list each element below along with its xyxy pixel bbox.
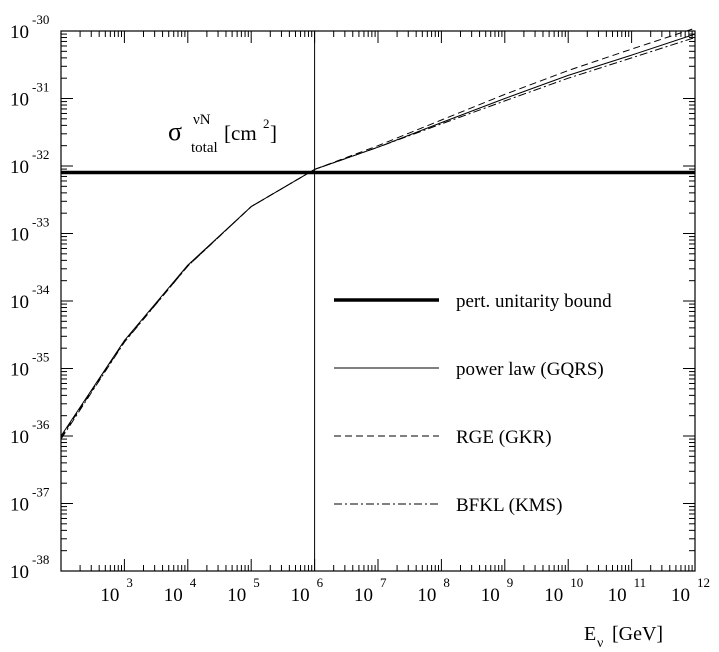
data-curves <box>60 27 696 571</box>
x-axis-label-symbol: E <box>584 623 596 645</box>
chart-title-unit-superscript: 2 <box>263 116 270 131</box>
legend-label-4: BFKL (KMS) <box>456 495 562 516</box>
y-tick-label: 10 <box>10 427 29 448</box>
y-tick-label: 10 <box>10 360 29 381</box>
y-tick-label: 10 <box>10 495 29 516</box>
x-tick-label: 10 <box>608 585 627 606</box>
chart-title-superscript: νN <box>193 112 211 128</box>
y-tick-label: 10 <box>10 225 29 246</box>
x-tick-label: 10 <box>671 585 690 606</box>
x-tick-label: 10 <box>100 585 119 606</box>
series-line-4 <box>60 37 696 440</box>
chart-title-symbol: σ <box>168 117 182 146</box>
x-tick-label: 10 <box>164 585 183 606</box>
chart-title-subscript: total <box>191 140 218 156</box>
x-tick-label-exponent: 4 <box>190 575 197 590</box>
y-tick-label-exponent: -37 <box>32 485 50 500</box>
x-tick-label-exponent: 11 <box>634 575 647 590</box>
legend-label-2: power law (GQRS) <box>456 359 604 380</box>
legend-label-1: pert. unitarity bound <box>456 291 612 312</box>
plot-frame <box>60 30 696 572</box>
x-tick-label-exponent: 9 <box>507 575 514 590</box>
series-line-2 <box>60 33 696 437</box>
y-tick-label: 10 <box>10 562 29 583</box>
y-tick-label-exponent: -35 <box>32 350 49 365</box>
x-tick-label: 10 <box>481 585 500 606</box>
x-tick-label-exponent: 5 <box>253 575 260 590</box>
x-tick-label-exponent: 10 <box>570 575 583 590</box>
legend-label-3: RGE (GKR) <box>456 427 552 448</box>
y-tick-label-exponent: -36 <box>32 417 50 432</box>
tick-labels: 10310410510610710810910101011101210-3010… <box>10 12 710 606</box>
legend: pert. unitarity bound power law (GQRS) RGE… <box>334 291 612 516</box>
x-tick-label-exponent: 7 <box>380 575 387 590</box>
y-tick-label: 10 <box>10 22 29 43</box>
x-tick-label-exponent: 12 <box>697 575 710 590</box>
y-tick-label: 10 <box>10 292 29 313</box>
x-tick-label: 10 <box>417 585 436 606</box>
x-tick-label: 10 <box>291 585 310 606</box>
y-tick-label-exponent: -34 <box>32 282 50 297</box>
y-tick-label-exponent: -33 <box>32 215 49 230</box>
y-tick-label-exponent: -31 <box>32 80 49 95</box>
y-tick-label-exponent: -30 <box>32 12 49 27</box>
x-tick-label: 10 <box>227 585 246 606</box>
chart-title-unit-close: ] <box>270 121 277 145</box>
x-tick-label: 10 <box>354 585 373 606</box>
x-tick-label: 10 <box>544 585 563 606</box>
x-tick-label-exponent: 3 <box>126 575 132 590</box>
x-axis-label-subscript: ν <box>597 636 603 651</box>
x-axis-label-unit: [GeV] <box>612 623 663 645</box>
y-tick-label: 10 <box>10 157 29 178</box>
y-tick-label: 10 <box>10 90 29 111</box>
y-tick-label-exponent: -32 <box>32 147 49 162</box>
x-tick-label-exponent: 8 <box>443 575 450 590</box>
chart-title-unit-open: [cm <box>224 121 257 145</box>
y-tick-label-exponent: -38 <box>32 552 49 567</box>
x-tick-label-exponent: 6 <box>317 575 324 590</box>
